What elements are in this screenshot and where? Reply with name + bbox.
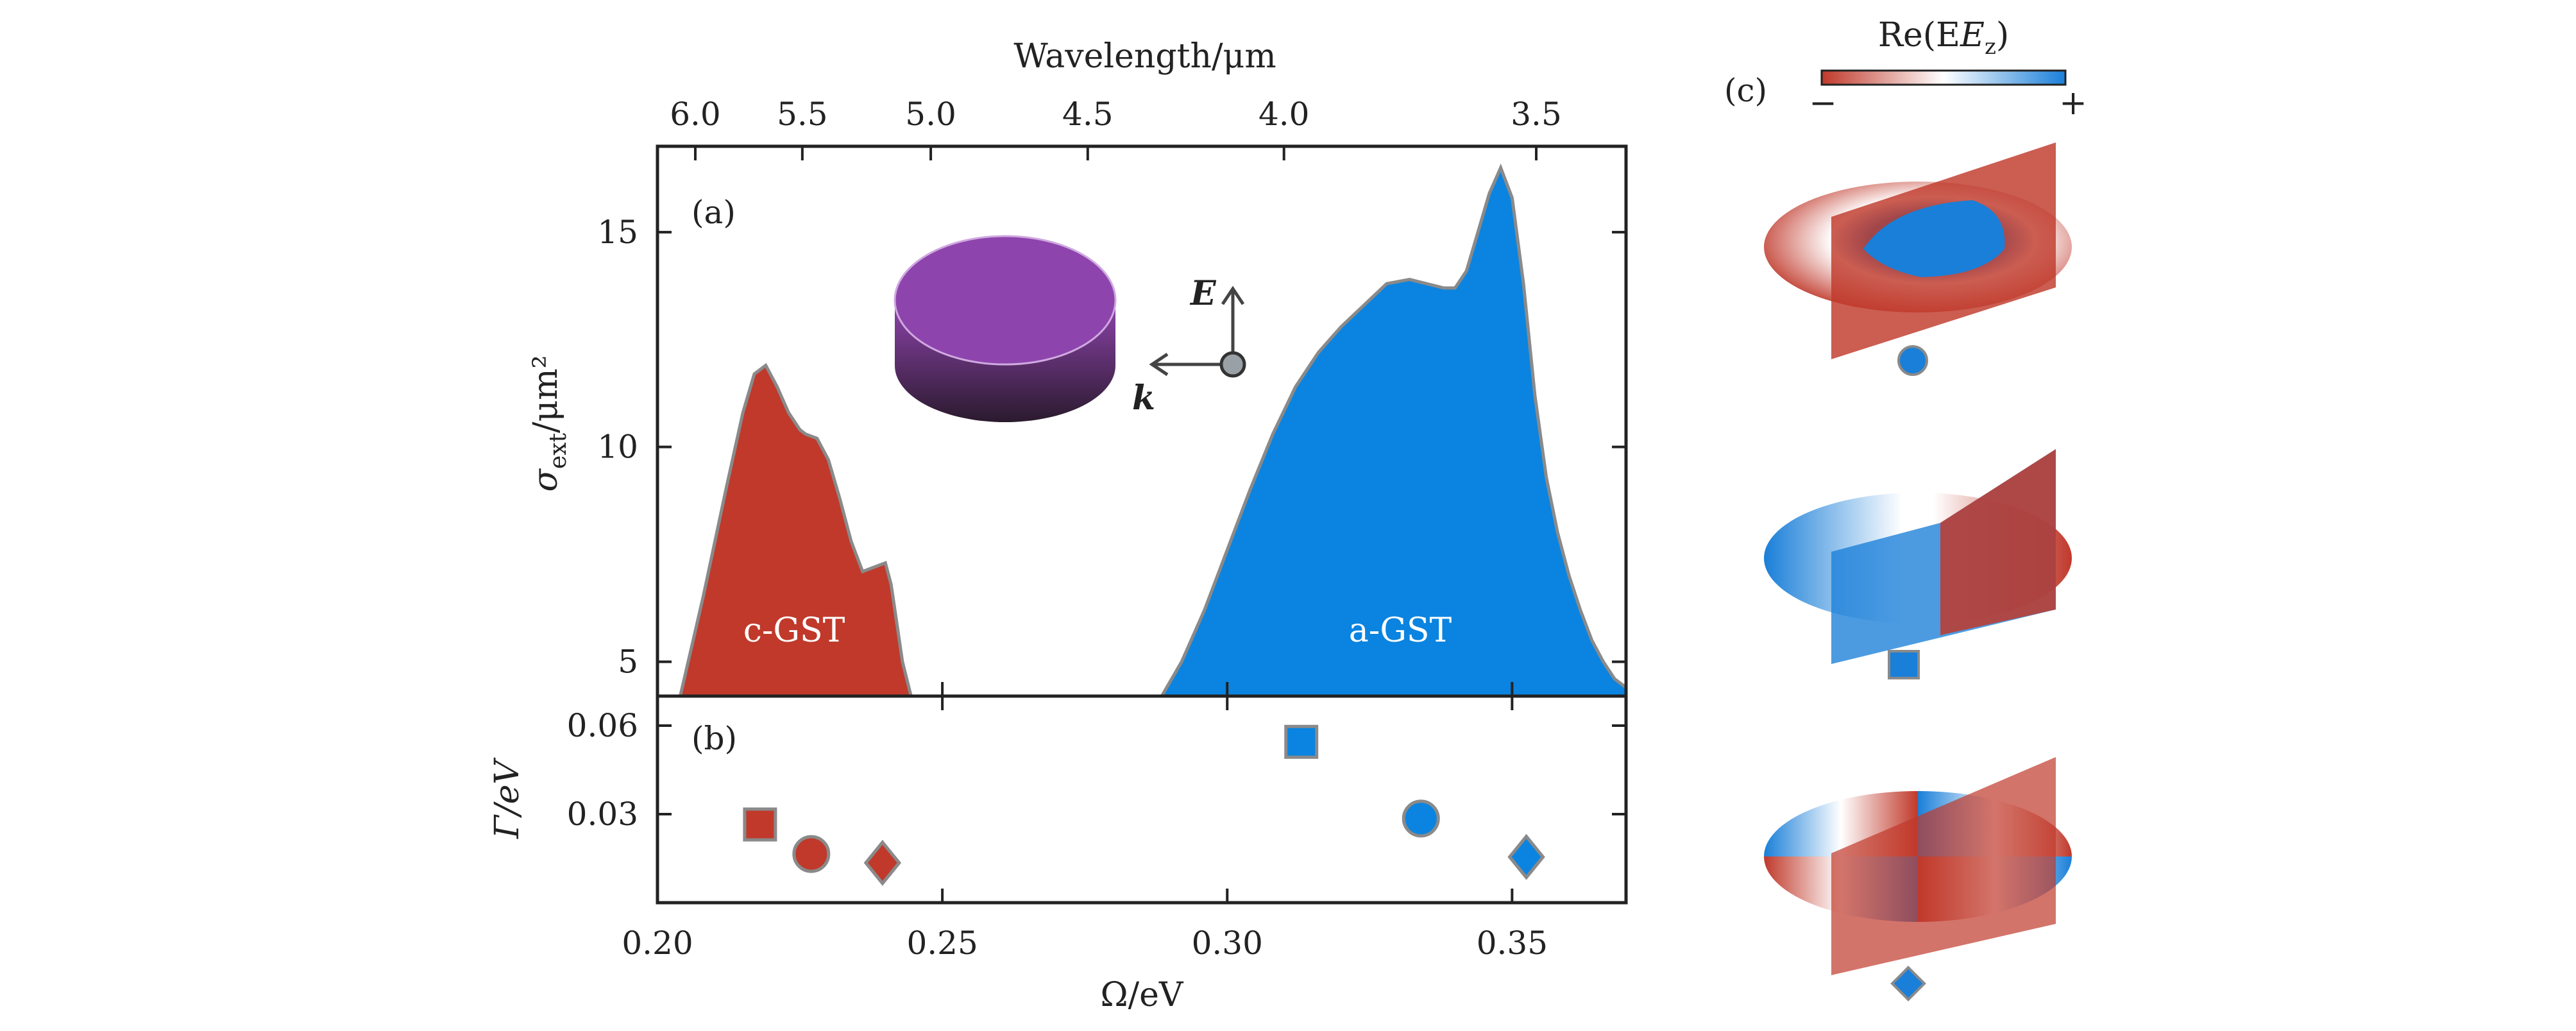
- panel-c-field-maps: (c) Re(EEz) − +: [1724, 16, 2087, 1001]
- disk-top: [894, 235, 1117, 366]
- field-map-circle-mode: [1764, 142, 2072, 376]
- panel-b-frame: [656, 694, 1628, 905]
- y-tick-label-a: 10: [597, 429, 638, 466]
- colorbar-min-label: −: [1809, 84, 1837, 123]
- panel-label-a: (a): [691, 194, 736, 231]
- panel-a-y-axis-title: σext/μm²: [527, 355, 572, 491]
- x-tick-label: 0.20: [622, 924, 693, 962]
- colorbar: [1820, 69, 2067, 86]
- y-title-main: σ: [527, 468, 565, 492]
- top-axis-ticks: 6.0 5.5 5.0 4.5 4.0 3.5: [670, 96, 1562, 160]
- panel-a-extinction: 5 10 15 6.0 5.5 5.0 4.5 4.0 3.5 Wavelength/μm σ…: [527, 37, 1628, 698]
- diamond-marker: [863, 839, 902, 886]
- propagation-dot: [1219, 351, 1246, 378]
- polarization-arrows: E k: [1132, 274, 1246, 418]
- top-tick-label: 4.5: [1062, 96, 1114, 133]
- colorbar-max-label: +: [2059, 84, 2087, 123]
- field-lobe-1: [1863, 200, 2005, 277]
- panel-label-b: (b): [691, 720, 737, 757]
- a-gst-label: a-GST: [1349, 611, 1452, 650]
- y-tick-label-a: 15: [597, 214, 638, 251]
- e-arrow-head: [1221, 285, 1245, 305]
- field-slice-2b: [1940, 449, 2056, 635]
- panel-b-y-axis-title: Γ/eV: [488, 758, 527, 839]
- disk-illustration: [894, 235, 1117, 422]
- top-tick-label: 5.0: [905, 96, 956, 133]
- y-tick-label-b: 0.03: [567, 796, 638, 833]
- area-a-gst: [1160, 163, 1626, 696]
- panel-b-linewidth: 0.03 0.06 0.20 0.25 0.30 0.35 Γ/eV Ω/eV (b): [488, 694, 1628, 1014]
- circle-marker-icon: [1897, 345, 1928, 376]
- panel-a-ticks: [656, 230, 1626, 696]
- field-map-diamond-mode: [1764, 757, 2072, 1001]
- colorbar-title: Re(EEz): [1878, 16, 2009, 60]
- colorbar-title-italic: E: [1960, 16, 1985, 55]
- x-axis-title: Ω/eV: [1101, 976, 1184, 1014]
- square-marker: [743, 807, 777, 842]
- area-c-gst: [678, 362, 913, 696]
- k-vector-label: k: [1132, 379, 1155, 418]
- panel-a-y-tick-labels: 5 10 15: [597, 214, 638, 681]
- panel-b-ticks: [656, 696, 1626, 903]
- k-arrow-head: [1149, 352, 1169, 377]
- panel-b-y-tick-labels: 0.03 0.06: [567, 707, 638, 833]
- panel-label-c: (c): [1724, 72, 1767, 109]
- top-tick-label: 4.0: [1258, 96, 1310, 133]
- circle-marker: [1402, 799, 1440, 838]
- y-tick-label-a: 5: [618, 643, 638, 680]
- x-tick-label: 0.30: [1192, 924, 1263, 962]
- top-tick-label: 6.0: [670, 96, 721, 133]
- y-tick-label-b: 0.06: [567, 707, 638, 744]
- e-field-label: E: [1189, 274, 1217, 313]
- colorbar-title-close: ): [1996, 16, 2009, 55]
- top-tick-label: 3.5: [1511, 96, 1562, 133]
- y-title-unit: /μm²: [527, 355, 565, 432]
- field-slice-3: [1831, 757, 2056, 975]
- diamond-marker: [1507, 833, 1545, 880]
- linewidth-markers: [743, 724, 1545, 886]
- colorbar-title-main: Re(E: [1878, 16, 1960, 55]
- diamond-marker-icon: [1890, 966, 1926, 1001]
- field-map-square-mode: [1764, 449, 2072, 679]
- square-marker: [1284, 724, 1319, 759]
- c-gst-label: c-GST: [743, 611, 845, 650]
- square-marker-icon: [1888, 650, 1920, 679]
- top-axis-title: Wavelength/μm: [1013, 37, 1276, 76]
- top-tick-label: 5.5: [777, 96, 828, 133]
- x-tick-label: 0.25: [906, 924, 978, 962]
- extinction-areas: [678, 163, 1626, 696]
- circle-marker: [792, 835, 831, 873]
- x-tick-label: 0.35: [1477, 924, 1548, 962]
- y-title-sub: ext: [545, 432, 572, 469]
- panel-b-x-tick-labels: 0.20 0.25 0.30 0.35: [622, 924, 1548, 962]
- colorbar-title-sub: z: [1985, 34, 1996, 60]
